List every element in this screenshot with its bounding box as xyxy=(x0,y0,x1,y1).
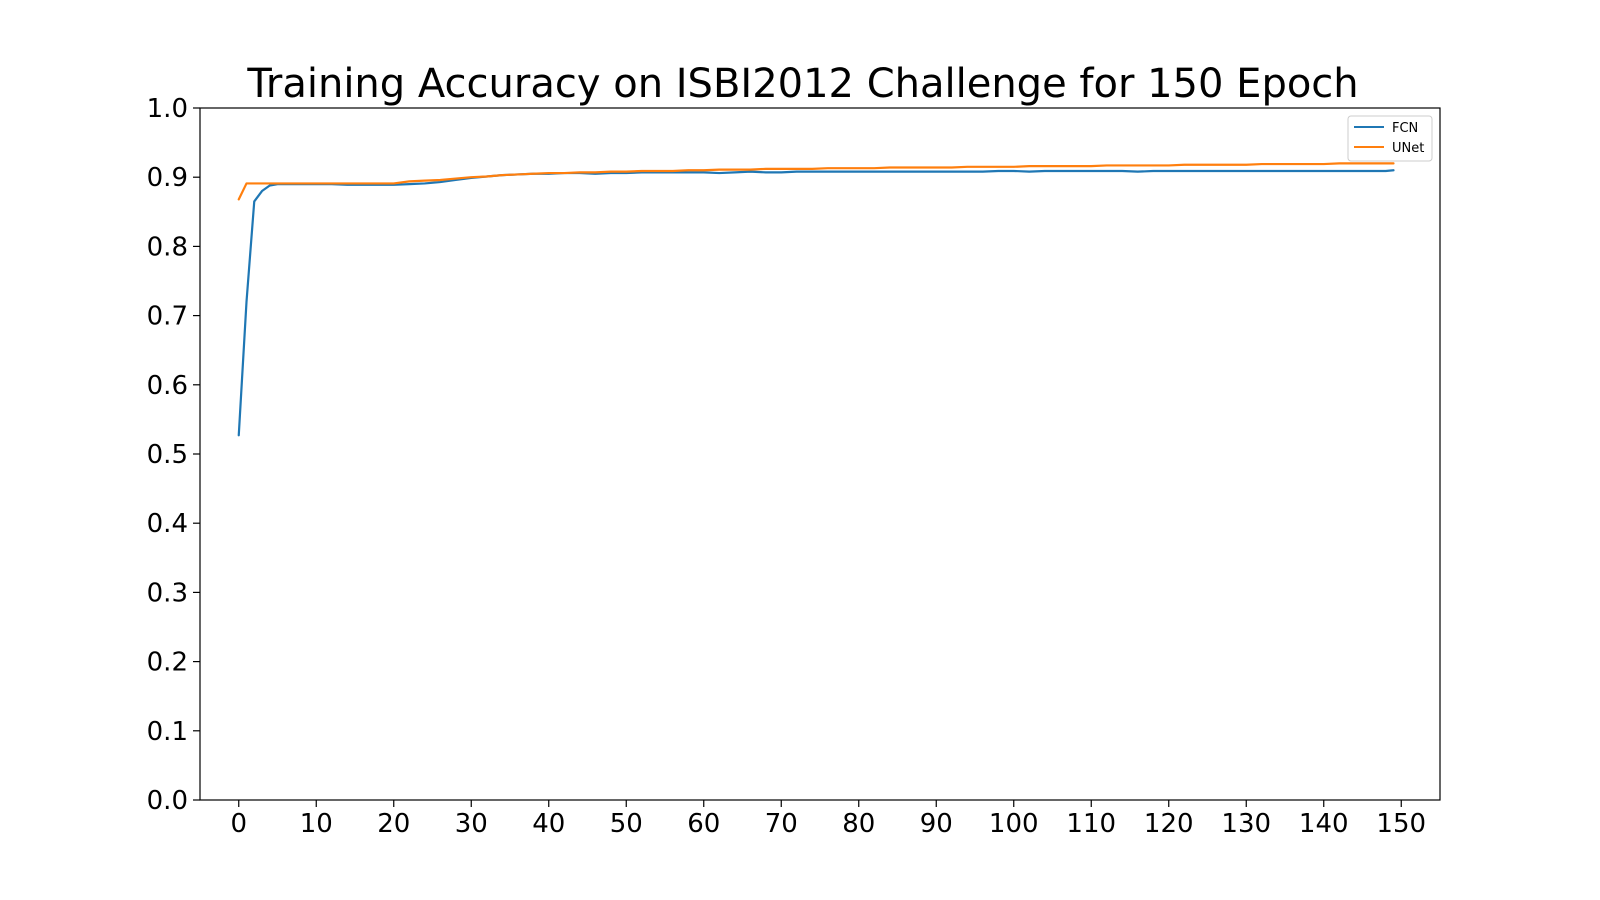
y-tick-label: 0.7 xyxy=(147,302,188,332)
x-tick-label: 20 xyxy=(377,809,410,839)
x-tick-label: 40 xyxy=(532,809,565,839)
legend-fcn-label: FCN xyxy=(1392,121,1418,136)
y-tick-label: 0.3 xyxy=(147,578,188,608)
x-tick-label: 90 xyxy=(920,809,953,839)
legend: FCN UNet xyxy=(1347,115,1433,162)
x-tick-label: 100 xyxy=(989,809,1039,839)
y-tick-label: 0.0 xyxy=(147,786,188,816)
y-tick-label: 1.0 xyxy=(147,94,188,124)
x-tick-label: 0 xyxy=(230,809,247,839)
series-line-unet xyxy=(237,162,1395,201)
series-line-fcn xyxy=(237,169,1395,437)
y-tick-label: 0.2 xyxy=(147,648,188,678)
y-axis: 0.0 0.1 0.2 0.3 0.4 0.5 0.6 0.7 0.8 0.9 1.0 xyxy=(147,94,200,816)
chart-title: Training Accuracy on ISBI2012 Challenge … xyxy=(246,61,1358,107)
legend-unet-label: UNet xyxy=(1392,141,1424,156)
series-layer xyxy=(237,162,1395,437)
y-tick-label: 0.8 xyxy=(147,232,188,262)
x-tick-label: 120 xyxy=(1144,809,1194,839)
x-tick-label: 150 xyxy=(1376,809,1426,839)
y-tick-label: 0.5 xyxy=(147,440,188,470)
x-axis: 0 10 20 30 40 50 60 70 80 90 100 110 120 130 140 150 xyxy=(230,800,1426,839)
x-tick-label: 30 xyxy=(455,809,488,839)
y-tick-label: 0.4 xyxy=(147,509,188,539)
plot-area xyxy=(200,108,1440,800)
y-tick-label: 0.9 xyxy=(147,163,188,193)
x-tick-label: 80 xyxy=(842,809,875,839)
x-tick-label: 110 xyxy=(1066,809,1116,839)
x-tick-label: 70 xyxy=(765,809,798,839)
x-tick-label: 10 xyxy=(300,809,333,839)
x-tick-label: 60 xyxy=(687,809,720,839)
y-tick-label: 0.6 xyxy=(147,371,188,401)
x-tick-label: 140 xyxy=(1299,809,1349,839)
y-tick-label: 0.1 xyxy=(147,717,188,747)
x-tick-label: 130 xyxy=(1221,809,1271,839)
x-tick-label: 50 xyxy=(610,809,643,839)
